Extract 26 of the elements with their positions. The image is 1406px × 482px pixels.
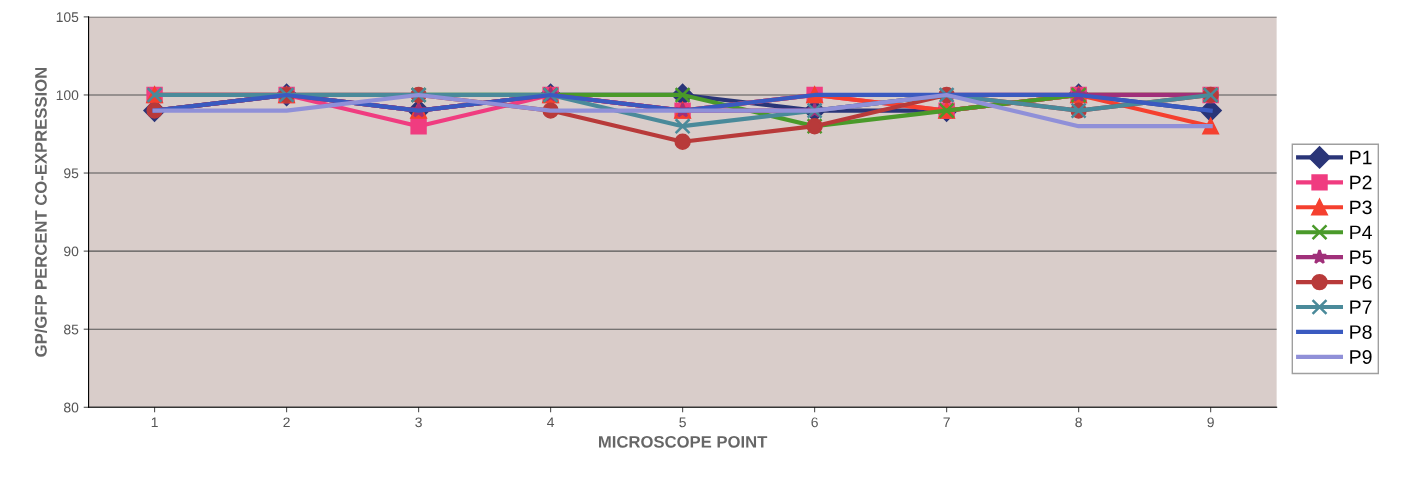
legend-label: P4 <box>1350 225 1372 240</box>
x-tick-label: 5 <box>679 417 686 428</box>
legend-label: P7 <box>1350 300 1372 314</box>
legend-label: P1 <box>1350 150 1372 165</box>
x-tick-label: 8 <box>1075 417 1082 428</box>
y-tick-label: 100 <box>56 90 79 101</box>
x-tick-label: 2 <box>283 417 290 428</box>
y-tick-label: 105 <box>56 12 79 23</box>
x-tick-label: 3 <box>415 417 422 428</box>
y-tick-label: 90 <box>64 246 79 257</box>
y-tick-label: 95 <box>64 168 79 179</box>
legend-label: P5 <box>1350 250 1372 265</box>
legend-label: P2 <box>1350 175 1372 190</box>
x-tick-label: 6 <box>811 417 818 428</box>
x-tick-label: 9 <box>1207 417 1214 428</box>
x-tick-label: 4 <box>547 417 555 428</box>
y-tick-label: 80 <box>64 402 79 413</box>
x-axis-title: MICROSCOPE POINT <box>599 435 768 448</box>
y-axis-title: GP/GFP PERCENT CO-EXPRESSION <box>34 67 47 357</box>
x-tick-label: 7 <box>943 417 950 428</box>
legend-label: P6 <box>1350 275 1372 290</box>
legend-label: P3 <box>1350 200 1372 215</box>
y-tick-label: 85 <box>64 324 79 335</box>
x-tick-label: 1 <box>151 417 158 428</box>
legend-label: P9 <box>1350 350 1372 364</box>
legend-label: P8 <box>1350 325 1372 339</box>
